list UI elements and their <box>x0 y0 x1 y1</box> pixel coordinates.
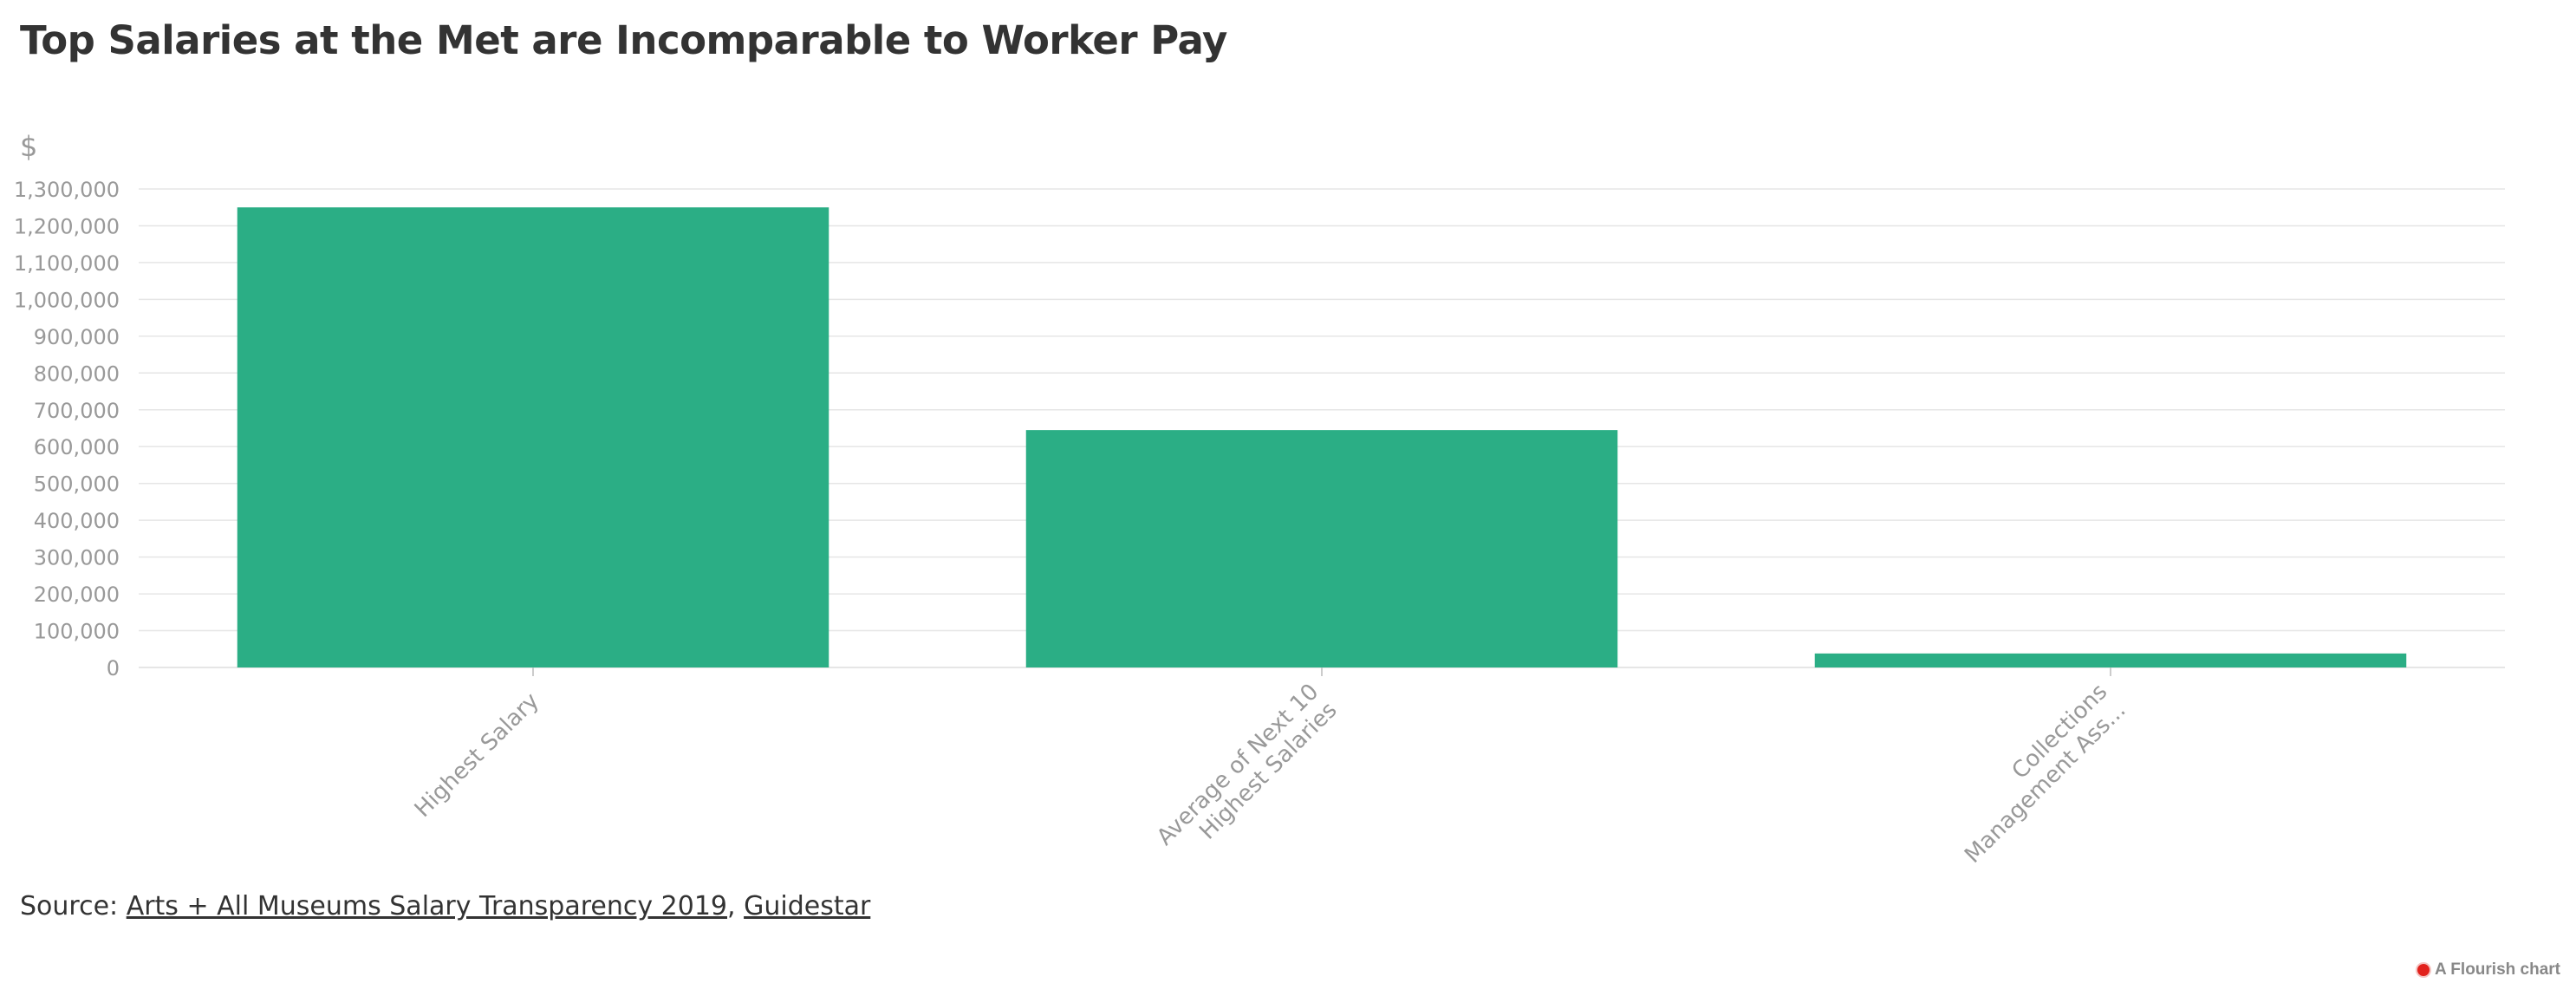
y-tick-label: 1,300,000 <box>14 178 120 202</box>
source-separator: , <box>727 891 745 921</box>
source-prefix: Source: <box>20 891 127 921</box>
svg-text:Highest Salary: Highest Salary <box>410 688 544 823</box>
source-link-guidestar[interactable]: Guidestar <box>744 891 871 921</box>
source-link-arts-museums[interactable]: Arts + All Museums Salary Transparency 2… <box>126 891 728 921</box>
bar[interactable] <box>1814 653 2407 667</box>
y-axis-label: $ <box>20 130 37 163</box>
y-tick-label: 400,000 <box>34 509 120 533</box>
y-tick-label: 0 <box>107 656 120 680</box>
bar[interactable] <box>1025 430 1618 667</box>
flourish-credit[interactable]: A Flourish chart <box>2417 960 2560 980</box>
x-tick-label-line: Highest Salary <box>410 688 544 823</box>
svg-text:CollectionsManagement Ass...: CollectionsManagement Ass... <box>1942 679 2131 869</box>
y-tick-label: 200,000 <box>34 583 120 607</box>
flourish-credit-text: A Flourish chart <box>2435 960 2560 979</box>
x-tick-label-line: Management Ass... <box>1960 697 2130 868</box>
flourish-logo-icon <box>2417 964 2430 976</box>
x-tick-label: Average of Next 10Highest Salaries <box>1152 679 1342 869</box>
chart-title: Top Salaries at the Met are Incomparable… <box>20 17 1227 63</box>
bars <box>237 207 2407 667</box>
y-tick-label: 600,000 <box>34 435 120 459</box>
x-axis-ticks: Highest Salary Average of Next 10Highest … <box>410 667 2131 869</box>
x-tick-label: Highest Salary <box>410 688 544 823</box>
y-tick-label: 100,000 <box>34 620 120 644</box>
y-tick-label: 1,000,000 <box>14 288 120 312</box>
y-tick-label: 500,000 <box>34 472 120 497</box>
y-tick-label: 900,000 <box>34 325 120 349</box>
x-tick-label: CollectionsManagement Ass... <box>1942 679 2131 869</box>
y-tick-label: 700,000 <box>34 399 120 423</box>
bar[interactable] <box>237 207 829 667</box>
y-tick-label: 1,200,000 <box>14 214 120 238</box>
y-tick-label: 300,000 <box>34 546 120 570</box>
source-line: Source: Arts + All Museums Salary Transp… <box>20 891 870 921</box>
y-tick-label: 800,000 <box>34 361 120 386</box>
x-tick-label-line: Average of Next 10 <box>1152 679 1324 850</box>
y-tick-label: 1,100,000 <box>14 251 120 276</box>
y-axis-ticks: 0 100,000 200,000 300,000 400,000 500,000 600,… <box>14 178 120 680</box>
svg-text:Average of Next 10Highest Sala: Average of Next 10Highest Salaries <box>1152 679 1342 869</box>
